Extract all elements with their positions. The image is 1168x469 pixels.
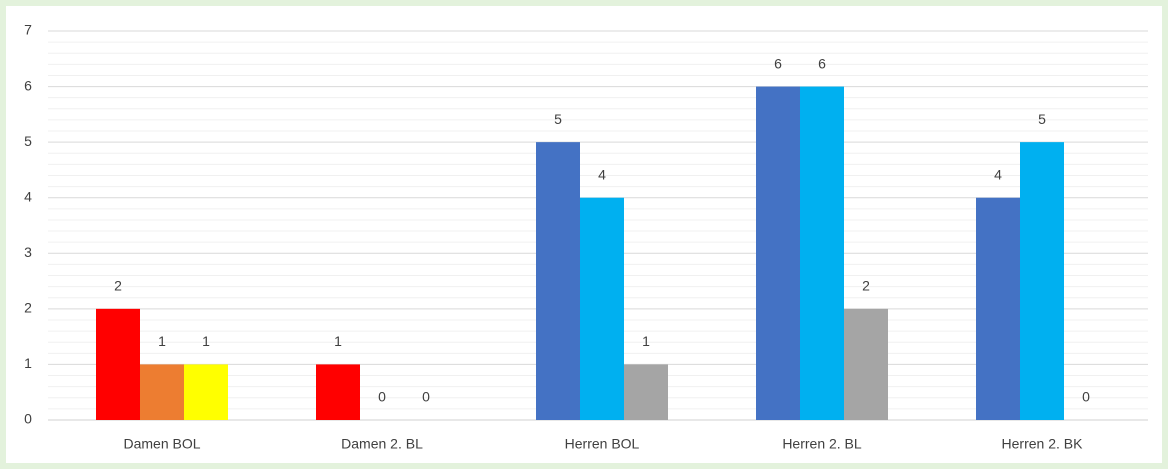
bar <box>96 308 140 420</box>
bar <box>536 142 580 420</box>
data-label: 0 <box>422 389 430 405</box>
bar <box>140 364 184 420</box>
y-tick-label: 3 <box>24 244 32 260</box>
bar <box>976 197 1020 420</box>
bar <box>756 86 800 421</box>
data-label: 5 <box>554 111 562 127</box>
x-tick-label: Herren BOL <box>565 436 640 452</box>
bar <box>580 197 624 420</box>
bar <box>1020 142 1064 420</box>
data-label: 4 <box>994 166 1002 182</box>
bar <box>624 364 668 420</box>
bar <box>844 308 888 420</box>
data-label: 1 <box>642 333 650 349</box>
data-label: 2 <box>114 278 122 294</box>
y-tick-label: 7 <box>24 22 32 38</box>
data-label: 1 <box>202 333 210 349</box>
data-label: 0 <box>378 389 386 405</box>
y-tick-label: 1 <box>24 355 32 371</box>
y-tick-label: 2 <box>24 300 32 316</box>
bar <box>184 364 228 420</box>
data-label: 5 <box>1038 111 1046 127</box>
data-label: 0 <box>1082 389 1090 405</box>
y-tick-label: 0 <box>24 411 32 427</box>
data-label: 4 <box>598 166 606 182</box>
y-tick-label: 4 <box>24 188 32 204</box>
data-label: 1 <box>158 333 166 349</box>
data-label: 2 <box>862 278 870 294</box>
data-label: 1 <box>334 333 342 349</box>
bar <box>800 86 844 421</box>
data-label: 6 <box>774 55 782 71</box>
x-tick-label: Herren 2. BK <box>1002 436 1084 452</box>
x-tick-label: Damen 2. BL <box>341 436 423 452</box>
y-tick-label: 5 <box>24 133 32 149</box>
y-tick-label: 6 <box>24 77 32 93</box>
data-label: 6 <box>818 55 826 71</box>
x-tick-label: Damen BOL <box>123 436 200 452</box>
bar <box>316 364 360 420</box>
x-tick-label: Herren 2. BL <box>782 436 862 452</box>
